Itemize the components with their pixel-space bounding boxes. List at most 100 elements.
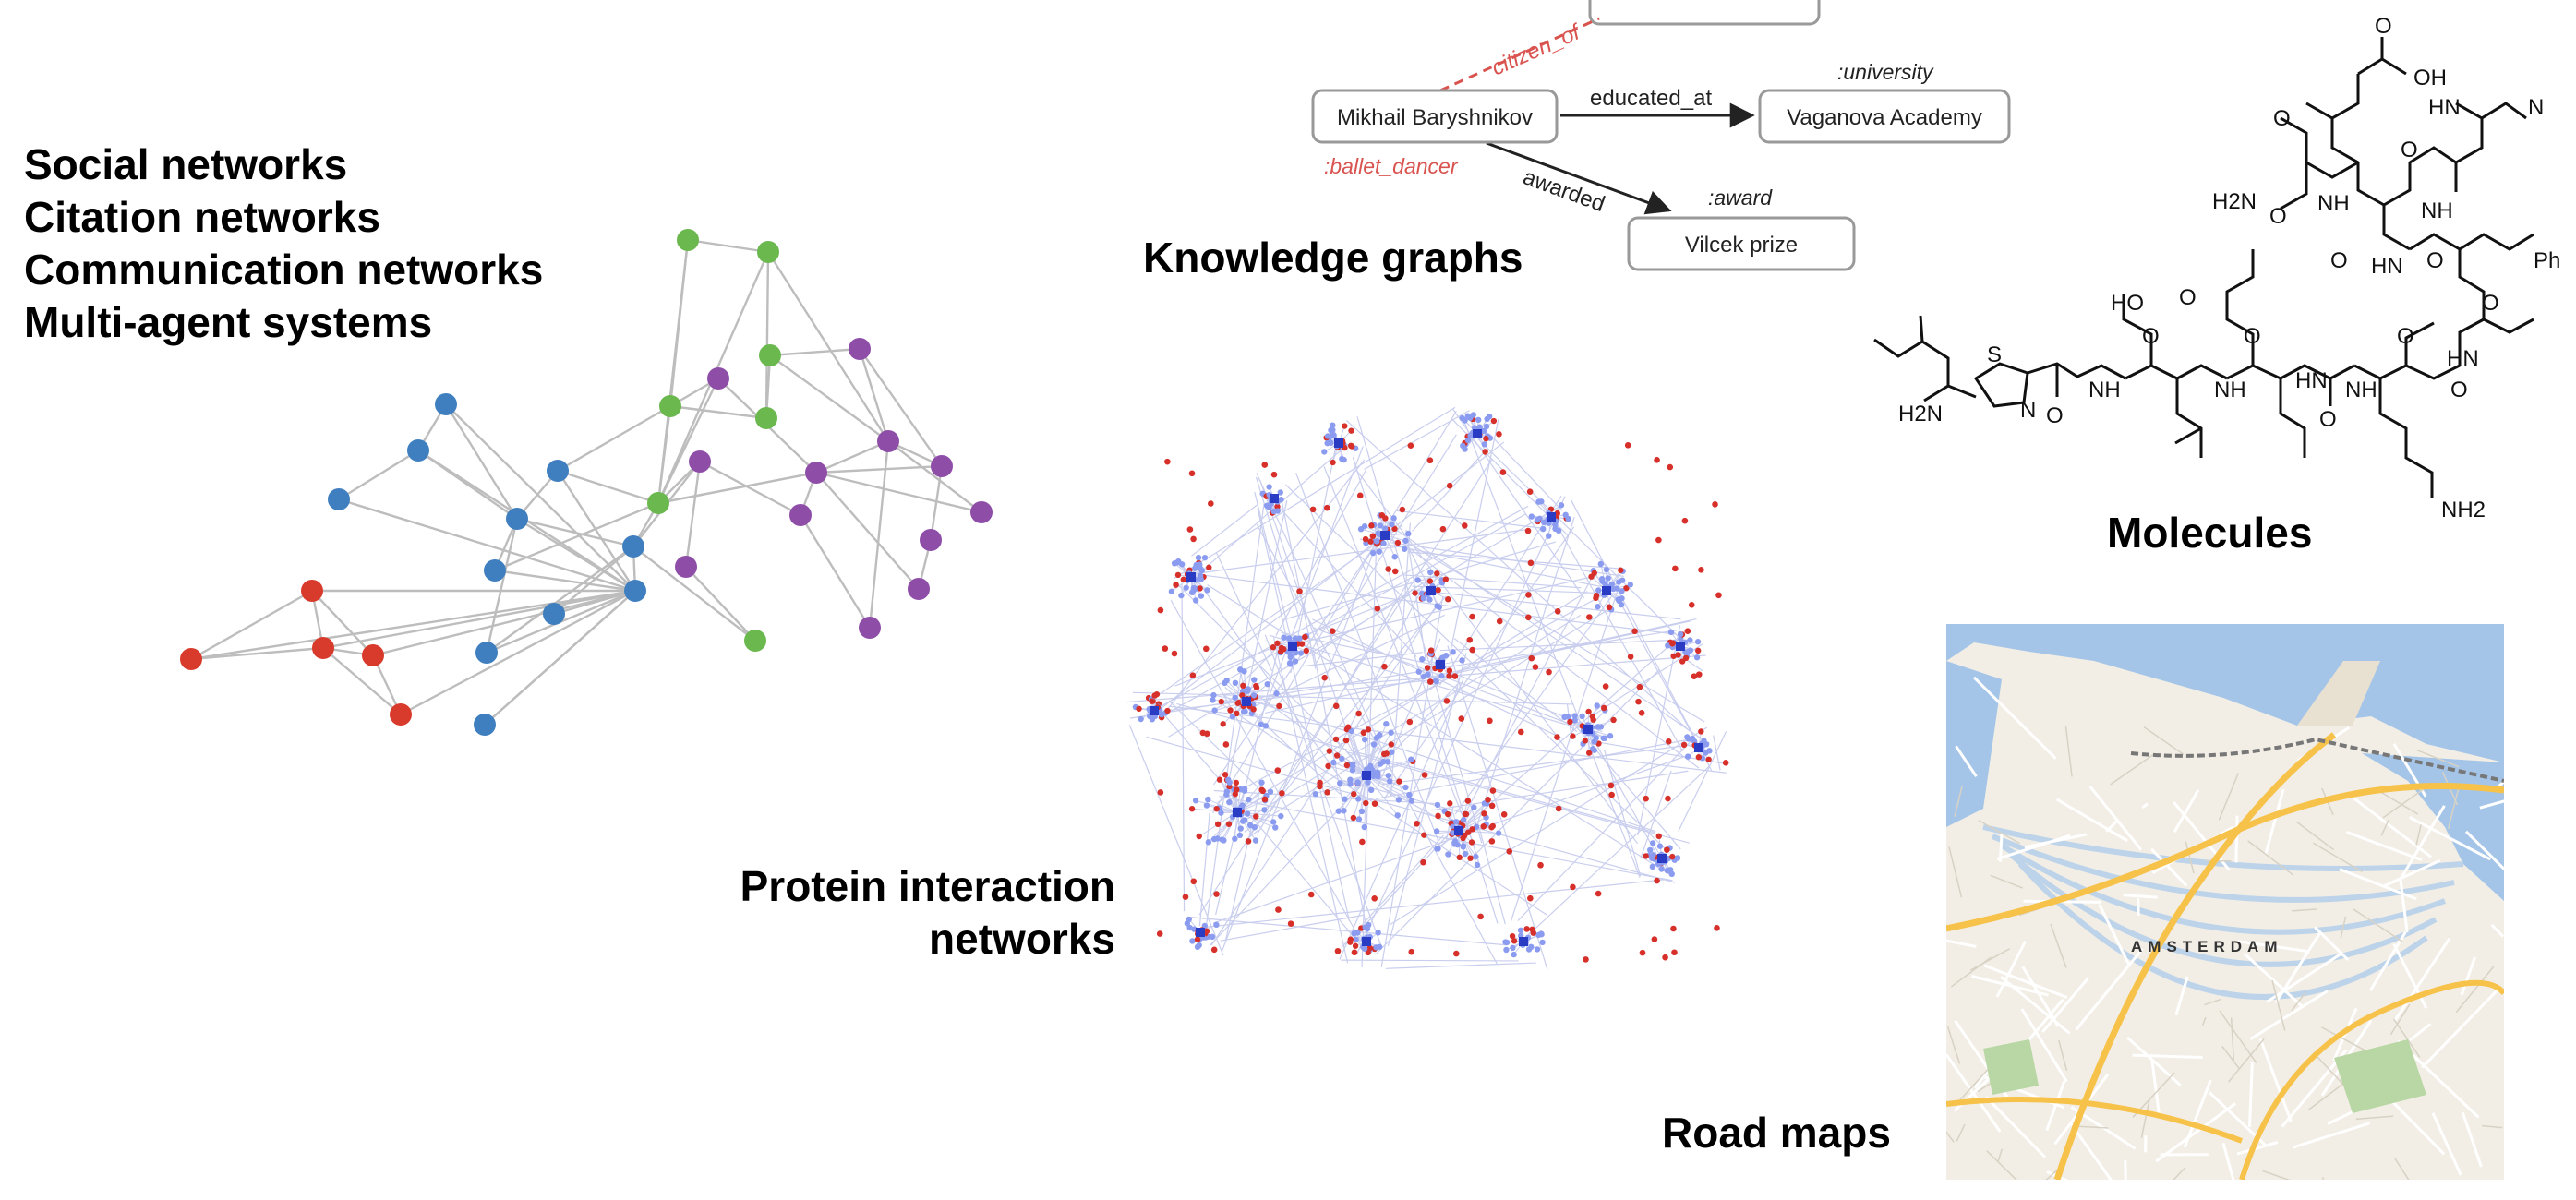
protein-red-node (1496, 431, 1502, 438)
protein-edge (1198, 812, 1210, 927)
protein-red-node (1261, 462, 1269, 468)
social-node-purple (849, 338, 871, 360)
social-node-blue (407, 439, 429, 462)
protein-leaf (1136, 705, 1142, 713)
protein-red-node (1399, 506, 1406, 513)
social-edge (445, 403, 636, 592)
protein-edge (1262, 591, 1588, 794)
map-minor-road (2098, 904, 2131, 966)
protein-leaf (1326, 748, 1333, 754)
social-node-blue (474, 714, 496, 736)
map-minor-road (2266, 951, 2344, 1003)
map-minor-road (2041, 977, 2089, 1033)
kg-educated-label: educated_at (1590, 86, 1712, 111)
protein-hub (1602, 586, 1611, 595)
social-node-red (362, 644, 384, 666)
protein-leaf (1220, 721, 1226, 727)
protein-leaf (1350, 762, 1356, 770)
mol-o-label-1: O (2375, 14, 2392, 39)
social-edge (687, 238, 769, 254)
protein-leaf (1705, 756, 1712, 762)
protein-edge (1244, 614, 1582, 822)
map-minor-road (2399, 879, 2409, 933)
protein-leaf (1608, 581, 1615, 588)
protein-leaf (1376, 548, 1382, 555)
protein-leaf (1623, 585, 1630, 592)
protein-leaf (1495, 830, 1502, 836)
protein-edge (1247, 829, 1259, 839)
map-minor-road (2173, 789, 2200, 833)
protein-leaf (1353, 936, 1359, 942)
protein-leaf (1558, 502, 1565, 509)
protein-red-node (1171, 650, 1178, 657)
protein-red-node (1527, 894, 1534, 902)
protein-edge (1151, 524, 1403, 701)
protein-edge (1264, 618, 1697, 714)
map-minor-road (2088, 786, 2143, 851)
protein-leaf (1369, 549, 1377, 557)
protein-red-node (1607, 782, 1615, 789)
protein-edge (1132, 691, 1574, 705)
protein-edge (1189, 570, 1344, 784)
protein-leaf (1341, 456, 1347, 463)
protein-leaf (1446, 667, 1453, 674)
social-node-green (659, 395, 681, 417)
protein-red-node (1546, 668, 1552, 676)
protein-leaf (1342, 796, 1348, 802)
protein-leaf (1369, 771, 1376, 778)
protein-leaf (1391, 554, 1398, 560)
protein-leaf (1186, 924, 1193, 931)
protein-leaf (1266, 504, 1272, 511)
protein-spoke (1347, 726, 1367, 776)
kg-prize-label: Vilcek prize (1685, 233, 1798, 258)
protein-leaf (1232, 835, 1238, 842)
protein-leaf (1237, 825, 1244, 832)
mol-nh-label-2: NH (2088, 378, 2121, 402)
social-edge (684, 461, 702, 568)
protein-leaf (1241, 786, 1248, 792)
protein-leaf (1281, 634, 1287, 641)
protein-leaf (1462, 446, 1468, 452)
social-edge (444, 403, 519, 520)
protein-leaf (1376, 731, 1383, 738)
protein-leaf (1367, 786, 1375, 794)
social-node-purple (908, 578, 930, 600)
protein-edge (1548, 510, 1683, 752)
map-street (1948, 846, 1963, 898)
protein-edge (1240, 696, 1656, 833)
social-edge (417, 450, 518, 520)
protein-leaf (1540, 525, 1547, 533)
protein-red-node (1162, 645, 1169, 652)
protein-leaf (1610, 716, 1617, 724)
protein-red-node (1469, 613, 1475, 620)
map-major-road (2053, 732, 2337, 1180)
protein-leaf (1188, 806, 1196, 812)
protein-leaf (1197, 572, 1204, 579)
protein-red-node (1307, 891, 1315, 898)
protein-leaf (1330, 759, 1337, 766)
protein-leaf (1582, 738, 1588, 744)
protein-leaf (1261, 807, 1268, 813)
map-minor-road (2045, 1081, 2066, 1132)
protein-edge (1215, 647, 1279, 916)
protein-red-node (1500, 810, 1508, 818)
protein-leaf (1168, 588, 1175, 595)
social-edge (656, 378, 720, 504)
protein-leaf (1517, 927, 1524, 934)
protein-red-node (1662, 954, 1668, 961)
kg-awarded-edge (1486, 141, 1672, 215)
protein-edge (1404, 545, 1700, 769)
map-minor-road (2394, 937, 2451, 1021)
protein-leaf (1389, 521, 1395, 528)
protein-red-node (1636, 683, 1643, 690)
protein-leaf (1198, 567, 1205, 574)
protein-edge (1217, 594, 1606, 803)
map-minor-road (2174, 976, 2189, 1016)
mol-hn-label-4: HN (2447, 346, 2479, 371)
protein-leaf (1210, 691, 1217, 699)
protein-leaf (1434, 570, 1440, 577)
social-node-red (180, 648, 202, 670)
protein-leaf (1351, 930, 1357, 937)
protein-leaf (1321, 449, 1328, 455)
map-street (1990, 874, 2024, 889)
